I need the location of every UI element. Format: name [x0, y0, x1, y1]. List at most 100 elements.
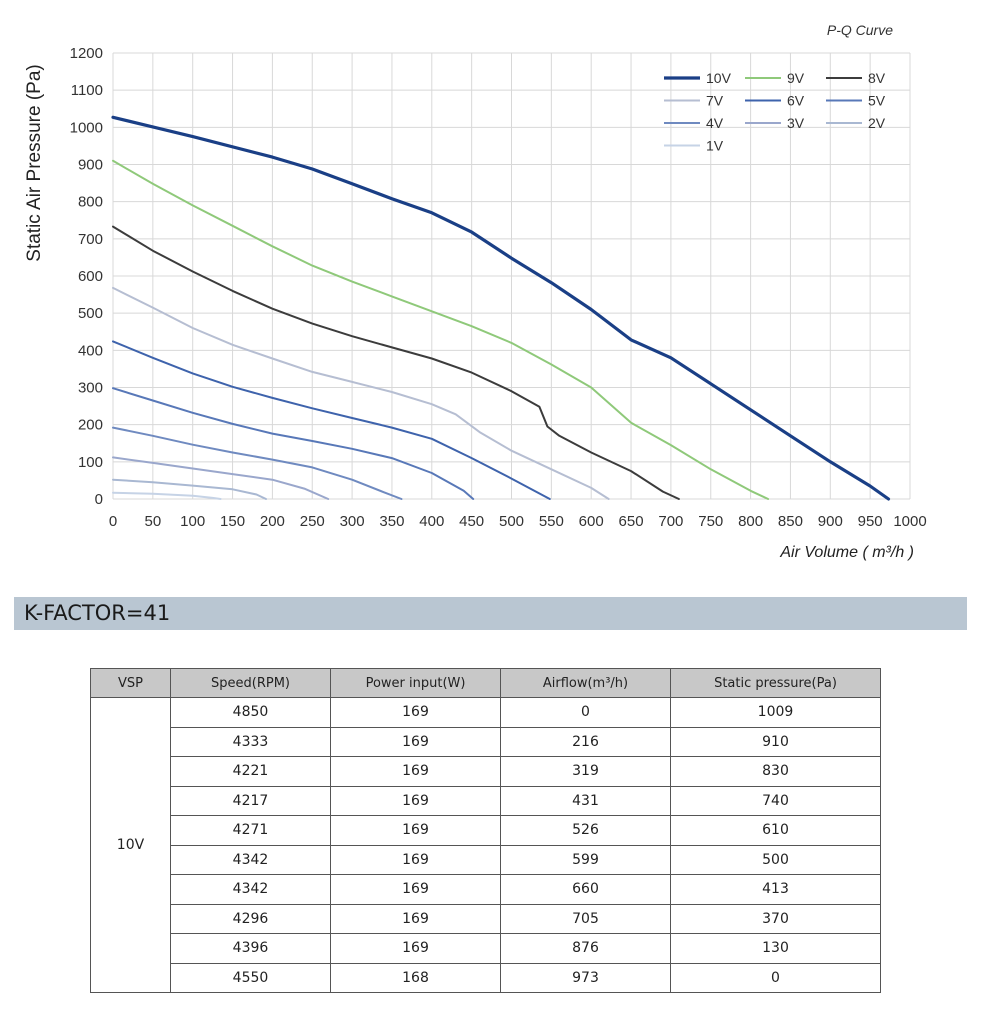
chart-legend: 10V 9V 8V 7V 6V 5V 4V 3V 2V 1V: [664, 70, 886, 154]
series-line-4V: [112, 426, 403, 500]
x-axis-label: Air Volume ( m³/h ): [779, 544, 914, 561]
x-tick-label: 250: [300, 513, 325, 530]
x-tick-label: 100: [180, 513, 205, 530]
x-tick-label: 150: [220, 513, 245, 530]
table-row: 4342 169 599 500: [91, 844, 881, 875]
y-tick-label: 300: [78, 380, 103, 397]
x-tick-labels: 0 50 100 150 200 250 300 350 400 450 500 550 600 650 7…: [109, 513, 927, 530]
y-tick-label: 600: [78, 268, 103, 285]
airflow-cell: 660: [500, 874, 671, 905]
x-tick-label: 850: [778, 513, 803, 530]
speed-cell: 4221: [170, 756, 331, 787]
legend-label: 2V: [868, 115, 886, 131]
x-tick-label: 350: [379, 513, 404, 530]
y-tick-label: 0: [95, 491, 103, 508]
airflow-cell: 319: [500, 756, 671, 787]
series-line-3V: [112, 456, 330, 500]
x-tick-label: 50: [145, 513, 162, 530]
x-tick-label: 600: [579, 513, 604, 530]
series-line-10V: [111, 115, 891, 501]
x-tick-label: 0: [109, 513, 117, 530]
speed-cell: 4333: [170, 726, 331, 757]
power-cell: 169: [330, 903, 501, 934]
airflow-cell: 973: [500, 962, 671, 993]
y-axis-label: Static Air Pressure (Pa): [24, 64, 45, 261]
speed-cell: 4296: [170, 903, 331, 934]
x-tick-label: 400: [419, 513, 444, 530]
table-row: 4396 169 876 130: [91, 933, 881, 964]
speed-cell: 4342: [170, 844, 331, 875]
airflow-cell: 599: [500, 844, 671, 875]
chart-title: P-Q Curve: [827, 22, 893, 38]
airflow-cell: 0: [500, 697, 671, 728]
airflow-cell: 216: [500, 726, 671, 757]
y-tick-label: 1100: [71, 82, 103, 99]
vsp-cell: 10V: [90, 697, 171, 993]
table-row: 4271 169 526 610: [91, 815, 881, 846]
header-airflow: Airflow(m³/h): [500, 668, 671, 698]
y-tick-label: 500: [78, 305, 103, 322]
y-tick-label: 1200: [70, 45, 103, 62]
pressure-cell: 370: [670, 903, 881, 934]
series-line-8V: [112, 225, 680, 500]
table-row: 4217 169 431 740: [91, 785, 881, 816]
chart-grid: [112, 52, 911, 500]
y-tick-label: 800: [78, 194, 103, 211]
header-static-pressure: Static pressure(Pa): [670, 668, 881, 698]
table-row: 4221 169 319 830: [91, 756, 881, 787]
x-tick-label: 300: [340, 513, 365, 530]
y-tick-label: 100: [78, 454, 103, 471]
legend-label: 10V: [706, 70, 732, 86]
pressure-cell: 500: [670, 844, 881, 875]
power-cell: 169: [330, 785, 501, 816]
table-row: 4296 169 705 370: [91, 903, 881, 934]
speed-cell: 4271: [170, 815, 331, 846]
k-factor-bar: K-FACTOR=41: [14, 597, 967, 630]
speed-cell: 4396: [170, 933, 331, 964]
x-tick-label: 800: [738, 513, 763, 530]
table-row: 4333 169 216 910: [91, 726, 881, 757]
legend-label: 8V: [868, 70, 886, 86]
power-cell: 169: [330, 874, 501, 905]
chart-series-lines: [111, 115, 891, 501]
header-vsp: VSP: [90, 668, 171, 698]
table-row: 4550 168 973 0: [91, 962, 881, 993]
pq-curve-chart: 0100200300400500600700800900100011001200…: [24, 22, 927, 561]
legend-label: 4V: [706, 115, 724, 131]
x-tick-label: 200: [260, 513, 285, 530]
table-row: 4342 169 660 413: [91, 874, 881, 905]
power-cell: 169: [330, 697, 501, 728]
pressure-cell: 830: [670, 756, 881, 787]
y-tick-label: 700: [78, 231, 103, 248]
y-tick-label: 900: [78, 157, 103, 174]
pressure-cell: 740: [670, 785, 881, 816]
power-cell: 169: [330, 756, 501, 787]
x-tick-label: 500: [499, 513, 524, 530]
series-line-2V: [112, 478, 267, 500]
x-tick-label: 700: [658, 513, 683, 530]
x-tick-label: 900: [818, 513, 843, 530]
y-tick-label: 1000: [70, 119, 103, 136]
airflow-cell: 705: [500, 903, 671, 934]
legend-label: 1V: [706, 138, 724, 154]
legend-label: 5V: [868, 93, 886, 109]
speed-cell: 4342: [170, 874, 331, 905]
table-row: 10V 4850 169 0 1009: [90, 697, 881, 993]
legend-label: 3V: [787, 115, 805, 131]
series-line-9V: [112, 159, 770, 500]
header-speed: Speed(RPM): [170, 668, 331, 698]
x-tick-label: 1000: [893, 513, 926, 530]
header-power: Power input(W): [330, 668, 501, 698]
speed-cell: 4217: [170, 785, 331, 816]
performance-table: VSP Speed(RPM) Power input(W) Airflow(m³…: [90, 668, 881, 993]
y-tick-label: 400: [78, 342, 103, 359]
k-factor-label: K-FACTOR=41: [24, 601, 171, 625]
series-line-6V: [112, 340, 551, 500]
pressure-cell: 910: [670, 726, 881, 757]
series-line-5V: [112, 387, 475, 500]
x-tick-label: 650: [619, 513, 644, 530]
y-tick-labels: 0 100 200 300 400 500 600 700 800 900 1000 1100 1200: [70, 45, 103, 508]
airflow-cell: 876: [500, 933, 671, 964]
speed-cell: 4550: [170, 962, 331, 993]
x-tick-label: 450: [459, 513, 484, 530]
